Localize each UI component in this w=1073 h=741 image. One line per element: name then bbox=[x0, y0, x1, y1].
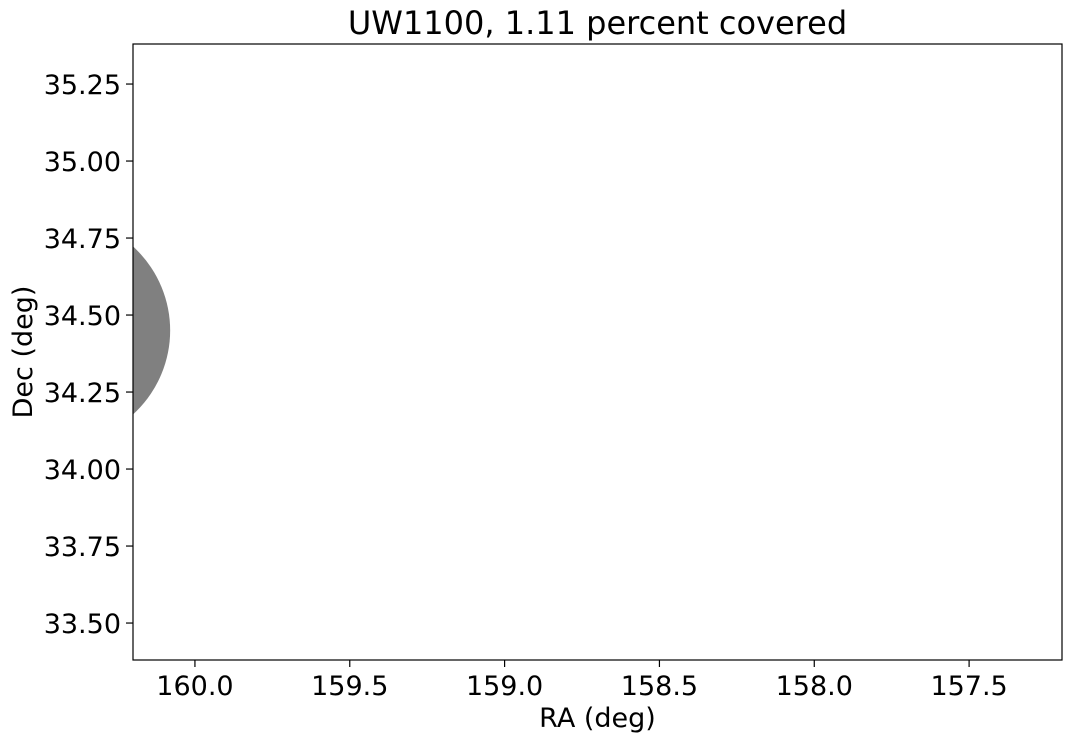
x-tick-label: 158.0 bbox=[776, 671, 853, 702]
chart-title: UW1100, 1.11 percent covered bbox=[348, 4, 847, 42]
x-tick-label: 160.0 bbox=[156, 671, 233, 702]
x-axis: 160.0 159.5 159.0 158.5 158.0 157.5 bbox=[156, 660, 1008, 702]
y-axis: 33.50 33.75 34.00 34.25 34.50 34.75 35.00 35.25 bbox=[44, 70, 133, 640]
x-tick-label: 157.5 bbox=[930, 671, 1007, 702]
y-tick-label: 35.25 bbox=[44, 70, 121, 101]
x-tick-label: 158.5 bbox=[621, 671, 698, 702]
y-tick-label: 34.75 bbox=[44, 224, 121, 255]
x-tick-label: 159.0 bbox=[466, 671, 543, 702]
y-tick-label: 33.75 bbox=[44, 532, 121, 563]
plot-frame bbox=[132, 43, 1063, 661]
x-axis-label: RA (deg) bbox=[539, 703, 656, 734]
y-tick-label: 34.00 bbox=[44, 455, 121, 486]
y-tick-label: 33.50 bbox=[44, 609, 121, 640]
y-tick-label: 34.25 bbox=[44, 378, 121, 409]
y-axis-label: Dec (deg) bbox=[8, 286, 39, 419]
coverage-region bbox=[133, 246, 171, 415]
plot-area bbox=[133, 246, 171, 415]
y-tick-label: 35.00 bbox=[44, 147, 121, 178]
x-tick-label: 159.5 bbox=[311, 671, 388, 702]
y-tick-label: 34.50 bbox=[44, 301, 121, 332]
